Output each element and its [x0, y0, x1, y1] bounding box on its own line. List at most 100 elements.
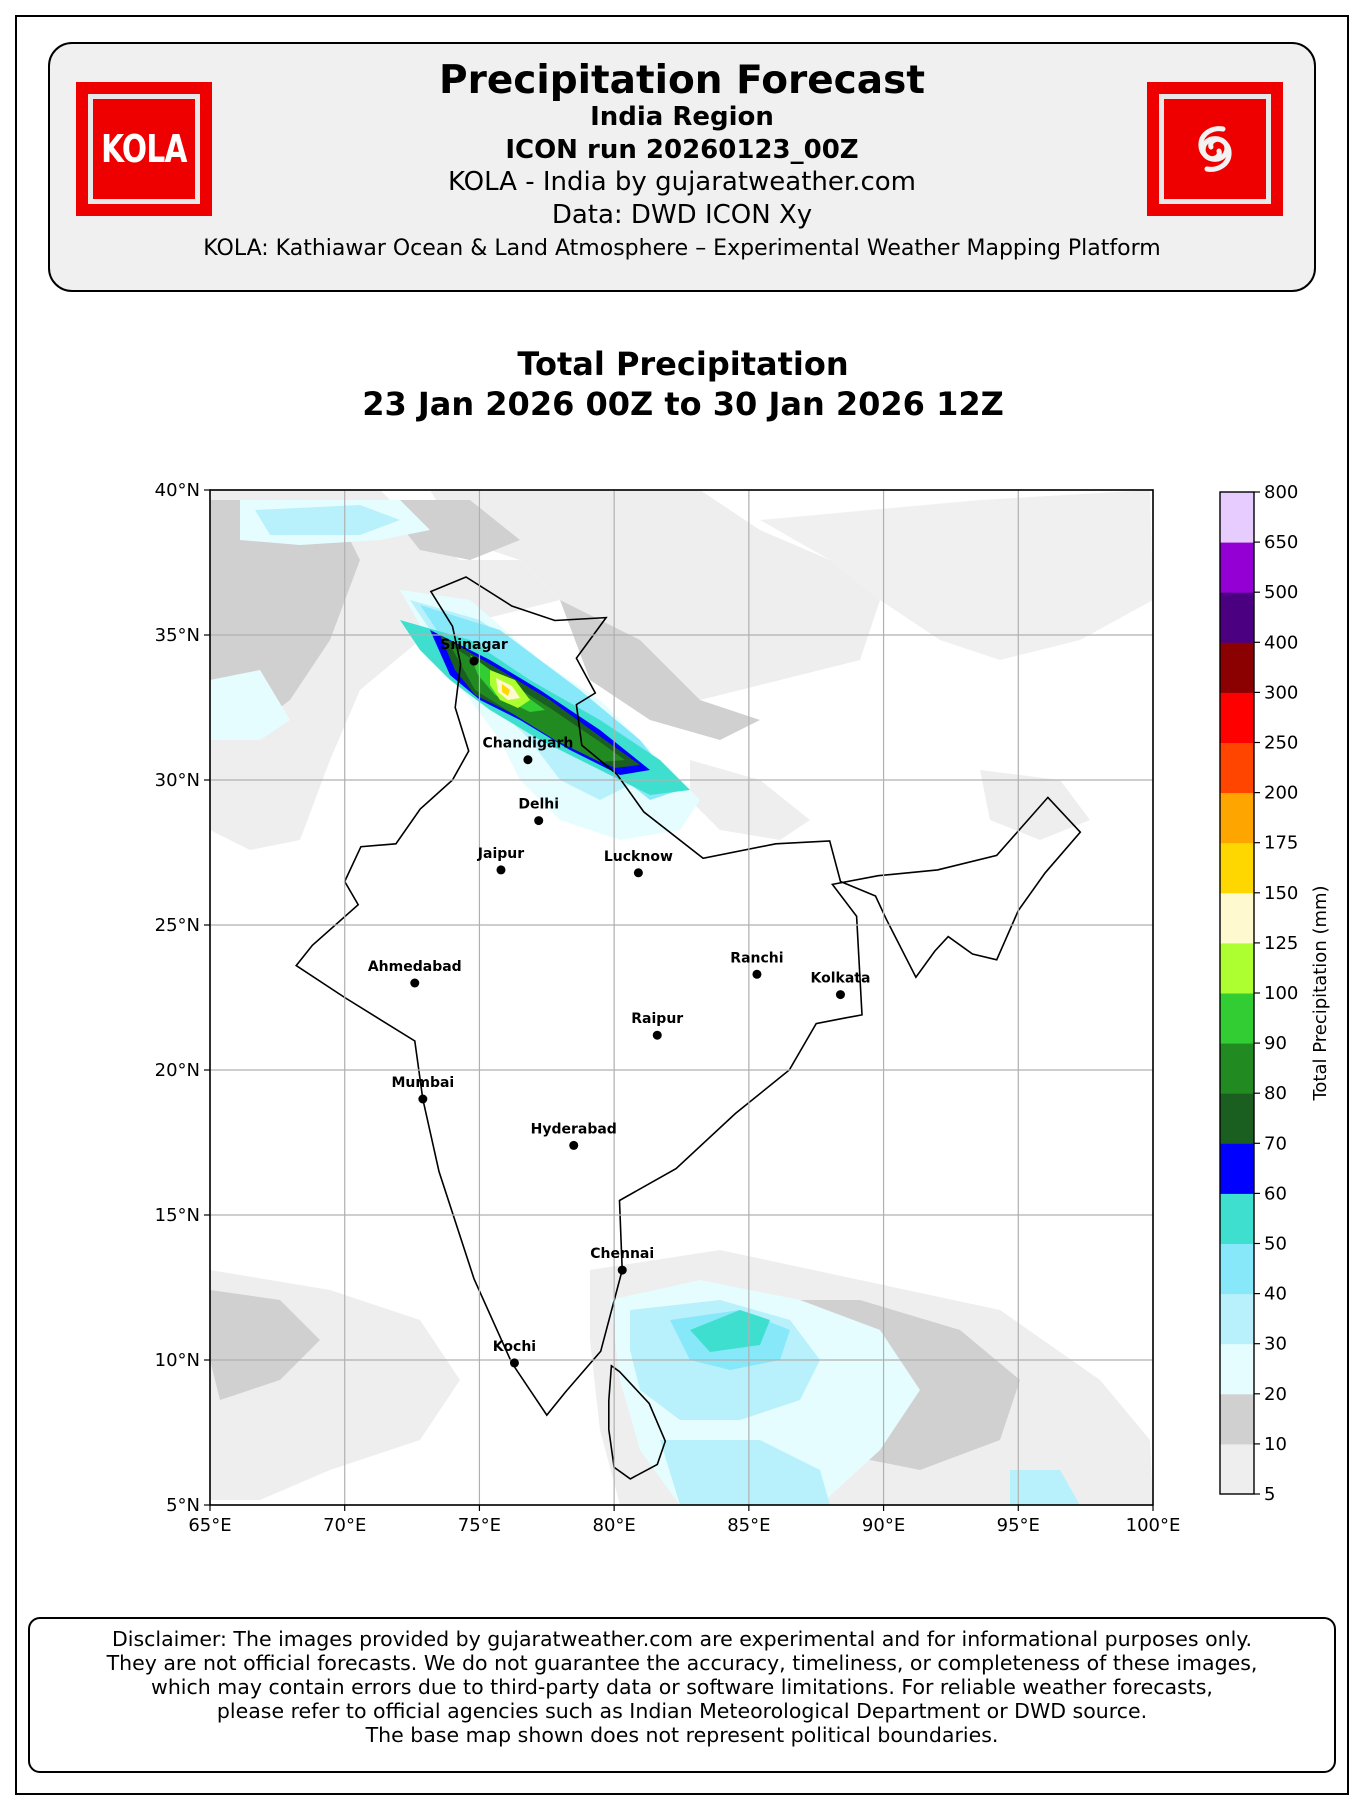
colorbar-tick-label: 175: [1264, 833, 1298, 854]
city-label: Chennai: [590, 1246, 654, 1262]
city-label: Mumbai: [391, 1075, 454, 1091]
city-label: Raipur: [631, 1011, 683, 1027]
map-plot-area: [210, 490, 1153, 1505]
lat-tick-label: 20°N: [155, 1060, 200, 1081]
sri-lanka-boundary: [608, 1364, 667, 1480]
lon-tick-label: 80°E: [593, 1515, 636, 1536]
disclaimer-line: They are not official forecasts. We do n…: [106, 1651, 1258, 1675]
colorbar-segment: [1220, 492, 1254, 543]
map-frame: [209, 489, 1154, 1506]
colorbar-tick-label: 300: [1264, 682, 1298, 703]
city-marker: [534, 816, 544, 826]
lon-tick-label: 100°E: [1126, 1515, 1181, 1536]
colorbar-segment: [1220, 642, 1254, 693]
city-label: Srinagar: [440, 637, 508, 653]
city-label: Hyderabad: [531, 1121, 617, 1137]
cyclone-logo: [1147, 82, 1283, 216]
disclaimer-line: The base map shown does not represent po…: [365, 1723, 999, 1747]
city-label: Ranchi: [730, 950, 783, 966]
colorbar-tick-label: 400: [1264, 632, 1298, 653]
city-marker: [410, 978, 420, 988]
plot-period: 23 Jan 2026 00Z to 30 Jan 2026 12Z: [362, 385, 1004, 423]
header-credit: KOLA - India by gujaratweather.com: [447, 167, 916, 197]
city-marker: [652, 1030, 662, 1040]
cyclone-icon: [1198, 126, 1232, 172]
colorbar-segment: [1220, 792, 1254, 844]
colorbar-tick-label: 100: [1264, 983, 1298, 1004]
city-label: Delhi: [518, 797, 559, 813]
colorbar-segment: [1220, 742, 1254, 794]
colorbar-segment: [1220, 993, 1254, 1044]
colorbar-tick-label: 125: [1264, 933, 1298, 954]
header-title: Precipitation Forecast: [439, 58, 925, 103]
colorbar-segment: [1220, 1293, 1254, 1345]
colorbar-tick-label: 90: [1264, 1033, 1287, 1054]
colorbar-tick-label: 80: [1264, 1083, 1287, 1104]
colorbar-label: Total Precipitation (mm): [1310, 885, 1331, 1101]
colorbar-tick-label: 70: [1264, 1133, 1287, 1154]
colorbar-segment: [1220, 892, 1254, 944]
colorbar-tick-label: 60: [1264, 1183, 1287, 1204]
city-label: Ahmedabad: [368, 959, 462, 975]
city-marker: [496, 865, 506, 875]
lon-tick-label: 85°E: [727, 1515, 770, 1536]
city-marker: [752, 969, 762, 979]
header-panel: [48, 42, 1316, 292]
colorbar-tick-label: 30: [1264, 1334, 1287, 1355]
disclaimer-line: please refer to official agencies such a…: [216, 1699, 1148, 1723]
colorbar-tick-label: 800: [1264, 482, 1298, 503]
lat-tick-label: 15°N: [155, 1205, 200, 1226]
figure-frame: [15, 15, 1349, 1795]
plot-title: Total Precipitation: [517, 345, 849, 383]
city-marker: [569, 1140, 579, 1150]
header-data-source: Data: DWD ICON Xy: [551, 200, 813, 230]
colorbar-tick-label: 250: [1264, 733, 1298, 754]
city-label: Jaipur: [477, 846, 524, 862]
city-label: Kolkata: [811, 971, 871, 987]
precip-shading: [210, 490, 1153, 1505]
colorbar-segment: [1220, 692, 1254, 743]
colorbar-segment: [1220, 1043, 1254, 1094]
lon-tick-label: 70°E: [323, 1515, 366, 1536]
disclaimer-panel: Disclaimer: The images provided by gujar…: [28, 1617, 1336, 1773]
colorbar-tick-label: 40: [1264, 1284, 1287, 1305]
colorbar-tick-label: 650: [1264, 532, 1298, 553]
lon-tick-label: 75°E: [458, 1515, 501, 1536]
lat-tick-label: 30°N: [155, 770, 200, 791]
colorbar-tick-label: 10: [1264, 1434, 1287, 1455]
colorbar-segment: [1220, 542, 1254, 593]
colorbar-segment: [1220, 1343, 1254, 1395]
colorbar-segment: [1220, 842, 1254, 894]
city-marker: [633, 868, 643, 878]
colorbar-segment: [1220, 1243, 1254, 1295]
lat-tick-label: 25°N: [155, 915, 200, 936]
header-run: ICON run 20260123_00Z: [505, 135, 859, 165]
kola-logo-text: KOLA: [101, 127, 187, 171]
city-marker: [469, 656, 479, 666]
lat-tick-label: 5°N: [166, 1495, 200, 1516]
colorbar-tick-label: 50: [1264, 1234, 1287, 1255]
city-marker: [835, 990, 845, 1000]
lon-tick-label: 95°E: [997, 1515, 1040, 1536]
city-marker: [617, 1265, 627, 1275]
lat-tick-label: 35°N: [155, 625, 200, 646]
city-label: Chandigarh: [483, 736, 574, 752]
kola-logo: KOLA: [76, 82, 212, 216]
city-marker: [418, 1094, 428, 1104]
city-label: Kochi: [493, 1339, 536, 1355]
colorbar-segment: [1220, 1193, 1254, 1244]
header-region: India Region: [590, 102, 774, 132]
city-marker: [523, 755, 533, 765]
colorbar-tick-label: 500: [1264, 582, 1298, 603]
lat-tick-label: 10°N: [155, 1350, 200, 1371]
city-marker: [509, 1358, 519, 1368]
header-platform: KOLA: Kathiawar Ocean & Land Atmosphere …: [203, 236, 1161, 261]
colorbar-tick-label: 5: [1264, 1484, 1275, 1505]
colorbar-segment: [1220, 942, 1254, 994]
colorbar-tick-label: 200: [1264, 783, 1298, 804]
colorbar-tick-label: 20: [1264, 1384, 1287, 1405]
colorbar-segment: [1220, 1393, 1254, 1445]
colorbar-tick-label: 150: [1264, 883, 1298, 904]
lon-tick-label: 65°E: [188, 1515, 231, 1536]
